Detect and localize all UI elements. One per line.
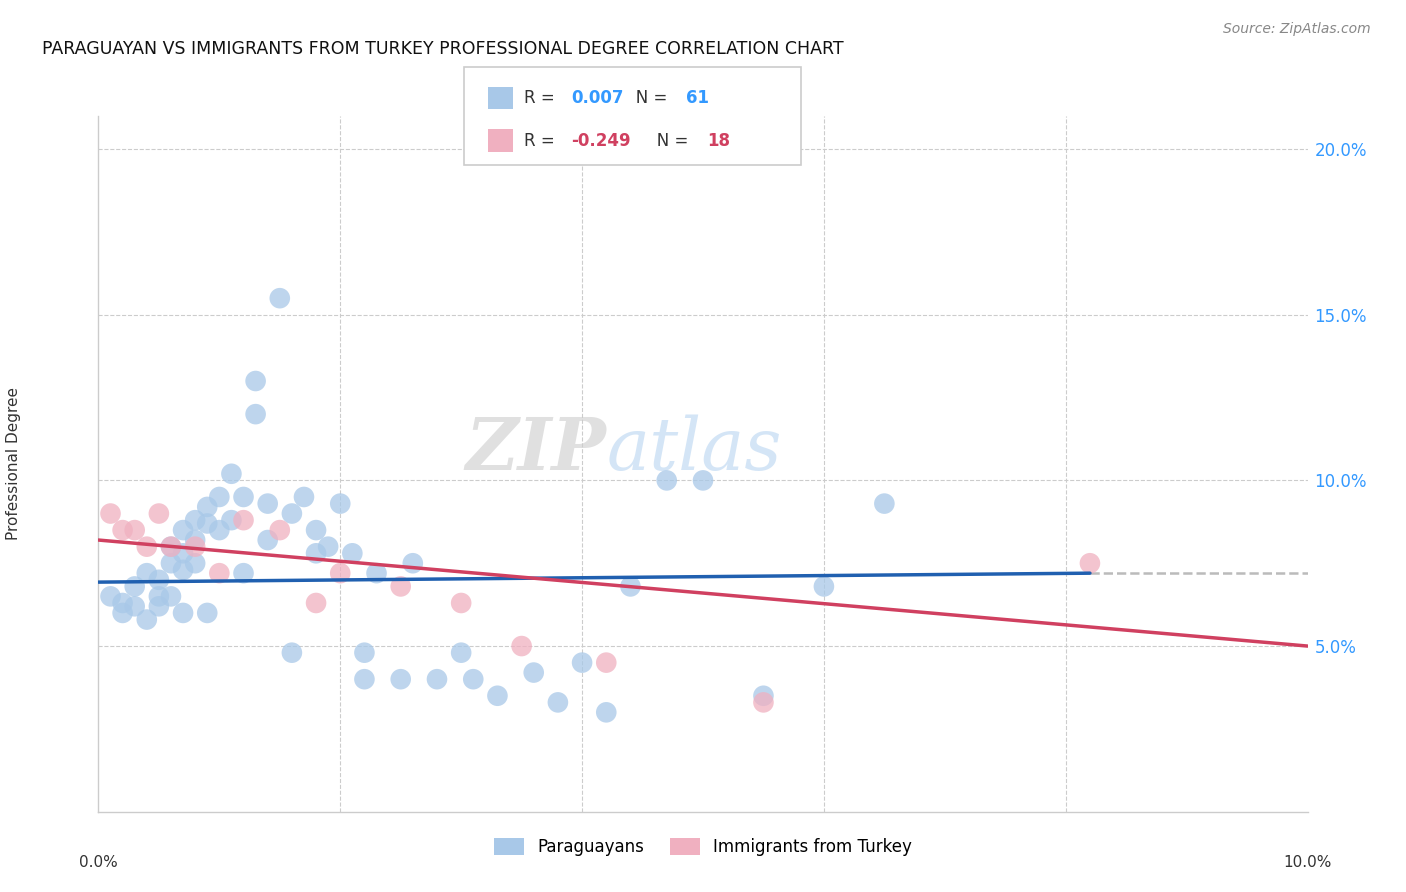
Point [281,507,304,521]
Text: atlas: atlas [606,415,782,485]
Point [172,546,194,560]
Point [619,579,641,593]
Text: 0.0%: 0.0% [79,855,118,870]
Point [305,523,328,537]
Point [813,579,835,593]
Point [111,596,134,610]
Point [148,590,170,604]
Point [281,646,304,660]
Point [208,490,231,504]
Point [571,656,593,670]
Point [221,467,243,481]
Point [208,523,231,537]
Point [184,513,207,527]
Point [256,497,278,511]
Point [245,374,267,388]
Point [402,556,425,570]
Point [256,533,278,547]
Point [160,590,183,604]
Text: 10.0%: 10.0% [1284,855,1331,870]
Point [148,573,170,587]
Point [208,566,231,581]
Point [269,291,291,305]
Point [100,507,122,521]
Text: N =: N = [641,132,693,150]
Point [595,656,617,670]
Point [353,672,375,686]
Text: ZIP: ZIP [465,415,606,485]
Point [463,672,485,686]
Point [232,566,254,581]
Point [160,556,183,570]
Point [135,613,157,627]
Point [124,579,146,593]
Point [486,689,509,703]
Point [752,689,775,703]
Text: 18: 18 [707,132,730,150]
Point [111,606,134,620]
Point [184,540,207,554]
Point [389,672,412,686]
Text: N =: N = [620,89,672,107]
Point [873,497,896,511]
Point [316,540,339,554]
Point [148,507,170,521]
Point [1078,556,1101,570]
Text: Professional Degree: Professional Degree [6,387,21,541]
Point [510,639,533,653]
Point [595,706,617,720]
Point [523,665,546,680]
Text: Source: ZipAtlas.com: Source: ZipAtlas.com [1223,22,1371,37]
Point [353,646,375,660]
Point [450,646,472,660]
Point [547,695,569,709]
Point [329,497,352,511]
Point [305,596,328,610]
Point [111,523,134,537]
Point [160,540,183,554]
Point [232,513,254,527]
Legend: Paraguayans, Immigrants from Turkey: Paraguayans, Immigrants from Turkey [488,831,918,863]
Point [655,474,678,488]
Point [232,490,254,504]
Point [148,599,170,614]
Text: -0.249: -0.249 [571,132,630,150]
Point [172,563,194,577]
Point [305,546,328,560]
Text: PARAGUAYAN VS IMMIGRANTS FROM TURKEY PROFESSIONAL DEGREE CORRELATION CHART: PARAGUAYAN VS IMMIGRANTS FROM TURKEY PRO… [42,40,844,58]
Point [195,516,218,531]
Text: 0.007: 0.007 [571,89,623,107]
Point [135,566,157,581]
Point [426,672,449,686]
Text: 61: 61 [686,89,709,107]
Text: R =: R = [524,132,561,150]
Point [389,579,412,593]
Point [172,523,194,537]
Point [329,566,352,581]
Point [124,599,146,614]
Point [692,474,714,488]
Point [135,540,157,554]
Point [124,523,146,537]
Point [366,566,388,581]
Point [100,590,122,604]
Point [160,540,183,554]
Point [184,556,207,570]
Point [269,523,291,537]
Point [342,546,364,560]
Point [172,606,194,620]
Point [195,500,218,514]
Point [195,606,218,620]
Point [450,596,472,610]
Point [221,513,243,527]
Point [292,490,315,504]
Point [184,533,207,547]
Text: R =: R = [524,89,561,107]
Point [245,407,267,421]
Point [752,695,775,709]
